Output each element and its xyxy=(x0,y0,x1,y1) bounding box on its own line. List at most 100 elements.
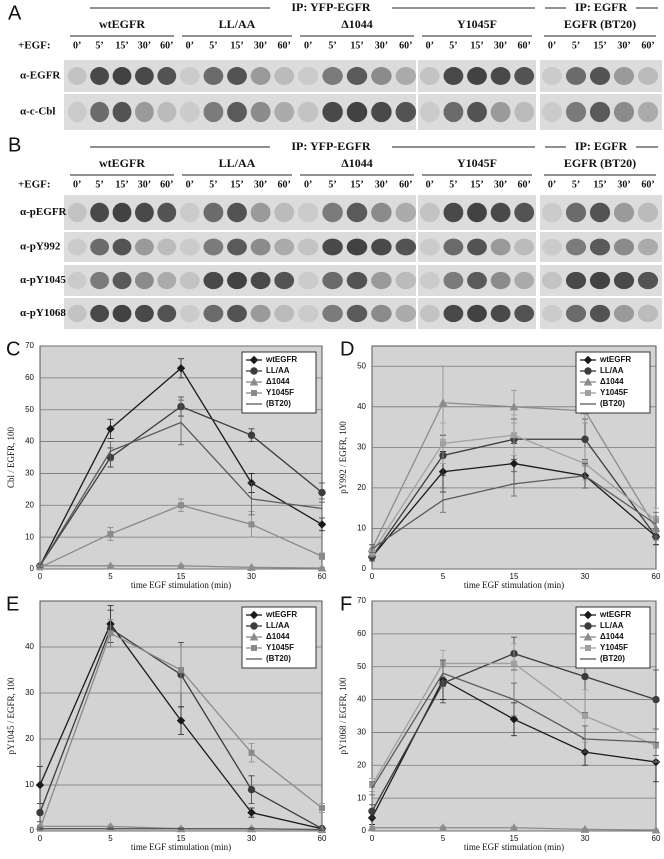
band xyxy=(565,101,587,123)
legend-label: wtEGFR xyxy=(599,355,631,364)
band xyxy=(134,238,154,256)
y-tick-label: 70 xyxy=(25,341,34,350)
band xyxy=(322,238,343,256)
error-bar xyxy=(107,441,114,462)
marker xyxy=(583,610,593,620)
time-label: 60’ xyxy=(518,179,531,190)
legend-label: Δ1044 xyxy=(600,632,624,641)
band xyxy=(613,271,635,290)
x-tick-label: 5 xyxy=(108,572,113,581)
time-label: 30’ xyxy=(138,40,151,51)
marker xyxy=(584,367,592,375)
time-label: 5’ xyxy=(449,179,457,190)
marker xyxy=(317,520,327,529)
band xyxy=(613,304,635,323)
legend-label: (BT20) xyxy=(600,654,625,663)
error-bar xyxy=(178,399,184,446)
band xyxy=(565,304,587,323)
band xyxy=(613,238,635,256)
band xyxy=(541,271,563,290)
legend-label: LL/AA xyxy=(600,366,624,375)
y-tick-label: 30 xyxy=(357,728,366,737)
band xyxy=(250,101,271,123)
y-tick-label: 10 xyxy=(357,793,366,802)
band xyxy=(179,101,200,123)
x-tick-label: 60 xyxy=(652,834,661,843)
marker xyxy=(509,459,519,468)
legend-label: LL/AA xyxy=(266,366,290,375)
band xyxy=(90,101,110,123)
x-tick-label: 15 xyxy=(177,834,186,843)
error-bar xyxy=(319,828,325,831)
band xyxy=(613,202,635,223)
band xyxy=(443,101,464,123)
legend-label: LL/AA xyxy=(600,621,624,630)
band xyxy=(250,67,271,85)
row-label: α-EGFR xyxy=(20,70,61,82)
marker xyxy=(368,807,376,815)
band xyxy=(490,271,511,290)
x-tick-label: 15 xyxy=(177,572,186,581)
x-tick-label: 15 xyxy=(510,834,519,843)
band xyxy=(274,238,295,256)
time-label: 0’ xyxy=(426,179,434,190)
band xyxy=(467,101,487,123)
band xyxy=(297,271,319,290)
marker xyxy=(511,432,517,439)
band xyxy=(419,67,440,85)
band xyxy=(565,67,587,85)
band xyxy=(67,101,87,123)
band xyxy=(134,202,154,223)
error-bar xyxy=(369,544,375,554)
egf-label: +EGF: xyxy=(18,179,51,191)
band xyxy=(67,238,87,256)
band xyxy=(274,67,295,85)
ip-header: IP: YFP-EGFR xyxy=(291,0,371,14)
band xyxy=(322,271,343,290)
y-tick-label: 20 xyxy=(357,760,366,769)
band xyxy=(322,67,343,85)
error-bar xyxy=(319,498,325,519)
marker xyxy=(583,355,593,365)
band xyxy=(90,202,110,223)
band xyxy=(250,304,271,323)
y-tick-label: 0 xyxy=(30,826,35,835)
ip-header: IP: EGFR xyxy=(575,0,628,14)
band xyxy=(467,202,487,223)
x-tick-label: 5 xyxy=(441,834,446,843)
legend-label: Δ1044 xyxy=(600,377,624,386)
band xyxy=(467,271,487,290)
y-tick-label: 20 xyxy=(25,500,34,509)
group-label: wtEGFR xyxy=(99,156,145,170)
x-axis-label: time EGF stimulation (min) xyxy=(131,580,231,590)
row-label: α-pY992 xyxy=(20,241,61,253)
band xyxy=(637,67,659,85)
time-label: 0’ xyxy=(304,179,312,190)
x-tick-label: 0 xyxy=(370,834,375,843)
band xyxy=(490,67,511,85)
time-label: 60’ xyxy=(278,40,291,51)
error-bar xyxy=(440,659,446,687)
y-tick-label: 50 xyxy=(357,361,366,370)
panel-label: F xyxy=(340,593,352,615)
y-tick-label: 50 xyxy=(25,405,34,414)
group-label: Δ1044 xyxy=(341,17,373,31)
band xyxy=(490,101,511,123)
y-axis-label: pY1068 / EGFR, 100 xyxy=(338,677,348,755)
time-label: 5’ xyxy=(95,179,103,190)
band xyxy=(541,202,563,223)
time-label: 0’ xyxy=(73,179,81,190)
time-label: 0’ xyxy=(186,179,194,190)
band xyxy=(514,101,535,123)
marker xyxy=(319,553,325,560)
band xyxy=(297,238,319,256)
band xyxy=(112,101,132,123)
marker xyxy=(249,355,259,365)
band xyxy=(297,304,319,323)
band xyxy=(541,67,563,85)
marker xyxy=(251,645,257,651)
marker xyxy=(247,431,256,439)
marker xyxy=(318,488,326,497)
band xyxy=(90,271,110,290)
band xyxy=(589,304,611,323)
